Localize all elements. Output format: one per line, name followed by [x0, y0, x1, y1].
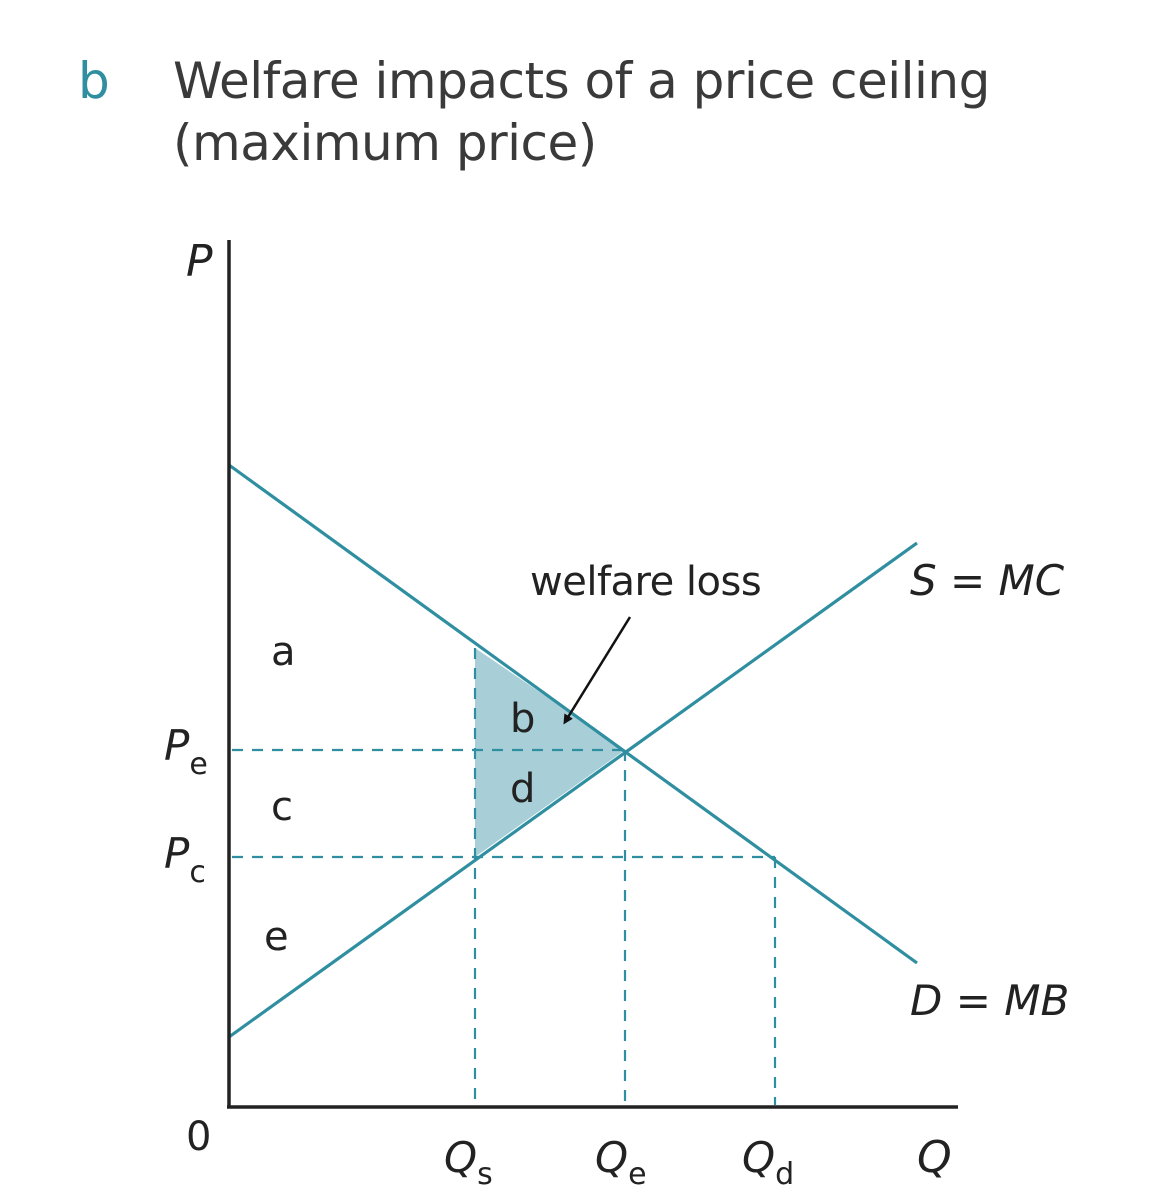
area-label-e: e [264, 914, 289, 960]
origin-label: 0 [186, 1114, 211, 1160]
guide-lines [232, 648, 777, 1105]
welfare-loss-annotation: welfare loss [530, 559, 761, 605]
figure-heading: b Welfare impacts of a price ceiling (ma… [78, 50, 1128, 180]
quantity-label-qs-sub: s [477, 1157, 493, 1192]
area-label-a: a [271, 629, 296, 675]
quantity-label-qd-sub: d [775, 1157, 794, 1192]
price-label-pc: Pc [164, 829, 206, 890]
price-label-pc-sub: c [189, 855, 206, 890]
x-axis-label: Q [917, 1132, 952, 1183]
area-label-b: b [510, 696, 535, 742]
price-label-pe-sub: e [189, 747, 207, 782]
welfare-loss-area [475, 648, 625, 857]
price-label-pe: Pe [164, 721, 208, 782]
quantity-label-qd-base: Q [742, 1133, 775, 1182]
quantity-label-qs: Qs [444, 1133, 493, 1192]
demand-curve-label: D = MB [910, 976, 1069, 1025]
figure-title: Welfare impacts of a price ceiling (maxi… [173, 50, 1123, 174]
figure-title-line-1: Welfare impacts of a price ceiling [173, 52, 990, 110]
price-label-pe-base: P [164, 721, 190, 770]
welfare-loss-arrow [563, 616, 632, 725]
figure-title-line-2: (maximum price) [173, 114, 597, 172]
area-label-d: d [510, 766, 535, 812]
quantity-label-qe-sub: e [628, 1157, 646, 1192]
demand-curve [228, 463, 918, 965]
quantity-label-qe: Qe [595, 1133, 647, 1192]
panel-letter: b [78, 52, 110, 110]
quantity-label-qd: Qd [742, 1133, 794, 1192]
supply-curve [228, 541, 918, 1039]
area-label-c: c [271, 784, 293, 830]
price-label-pc-base: P [164, 829, 190, 878]
quantity-label-qs-base: Q [444, 1133, 477, 1182]
supply-curve-label: S = MC [910, 556, 1065, 605]
y-axis-label: P [186, 236, 213, 287]
quantity-label-qe-base: Q [595, 1133, 628, 1182]
